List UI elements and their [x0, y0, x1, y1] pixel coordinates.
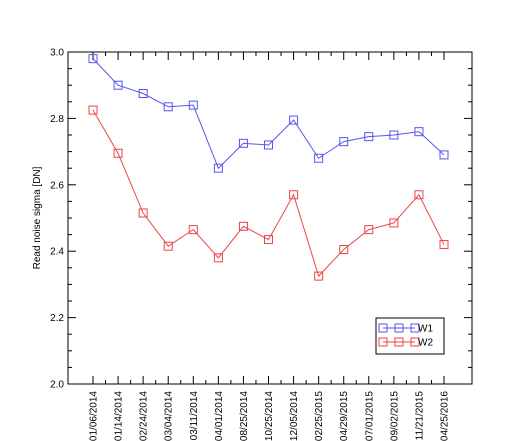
data-point-w1 — [113, 80, 123, 90]
x-tick-label: 10/25/2014 — [264, 391, 275, 441]
data-point-w2 — [439, 240, 449, 250]
series-line-w1 — [92, 58, 445, 170]
legend-marker-w1 — [378, 323, 388, 333]
data-point-w2 — [238, 221, 248, 231]
x-tick-label: 03/11/2014 — [189, 391, 200, 441]
x-tick-label: 08/25/2014 — [239, 391, 250, 441]
data-point-w1 — [188, 100, 198, 110]
x-tick-label: 09/02/2015 — [389, 391, 400, 441]
data-point-w2 — [188, 225, 198, 235]
data-point-w2 — [314, 271, 324, 281]
data-point-w1 — [163, 102, 173, 112]
x-tick-label: 04/01/2014 — [214, 391, 225, 441]
data-point-w1 — [213, 163, 223, 173]
x-tick-label: 01/06/2014 — [89, 391, 100, 441]
x-tick-label: 11/21/2015 — [414, 391, 425, 441]
data-point-w1 — [88, 54, 98, 64]
x-tick-label: 02/24/2014 — [139, 391, 150, 441]
data-point-w1 — [389, 130, 399, 140]
data-point-w1 — [339, 137, 349, 147]
data-point-w1 — [238, 138, 248, 148]
x-tick-label: 04/25/2016 — [440, 391, 451, 441]
data-point-w2 — [213, 253, 223, 263]
data-point-w2 — [364, 225, 374, 235]
data-point-w1 — [264, 140, 273, 150]
data-point-w2 — [339, 245, 349, 255]
x-tick-label: 01/14/2014 — [114, 391, 125, 441]
data-point-w2 — [138, 208, 148, 218]
y-tick-label: 2.2 — [50, 313, 64, 324]
legend-marker-w2 — [410, 337, 420, 347]
data-point-w2 — [389, 218, 399, 228]
data-point-w1 — [364, 132, 374, 142]
x-tick-label: 03/04/2014 — [164, 391, 175, 441]
y-tick-label: 2.0 — [50, 380, 64, 391]
data-point-w1 — [138, 89, 148, 98]
data-point-w2 — [264, 235, 273, 245]
y-tick-label: 2.4 — [50, 247, 64, 258]
x-tick-label: 12/05/2014 — [289, 391, 300, 441]
y-tick-label: 3.0 — [50, 48, 64, 59]
legend-label-w2: W2 — [418, 338, 433, 349]
data-point-w1 — [314, 153, 324, 163]
legend-marker-w1 — [410, 323, 420, 333]
data-point-w2 — [163, 241, 173, 251]
y-axis-title: Read noise sigma [DN] — [32, 166, 43, 269]
data-point-w2 — [88, 105, 98, 115]
y-tick-label: 2.6 — [50, 180, 64, 191]
series-line-w2 — [92, 109, 445, 278]
y-tick-label: 2.8 — [50, 114, 64, 125]
data-point-w2 — [113, 148, 123, 158]
data-point-w2 — [289, 190, 299, 200]
y-axis: 2.0 2.2 2.4 2.6 2.8 3.0 — [50, 48, 472, 391]
x-tick-label: 07/01/2015 — [364, 391, 375, 441]
data-point-w1 — [414, 127, 424, 137]
data-point-w1 — [289, 115, 299, 125]
legend-marker-w1 — [394, 323, 404, 333]
legend-label-w1: W1 — [418, 324, 433, 335]
legend-marker-w2 — [378, 337, 388, 347]
x-axis: 01/06/2014 01/14/2014 02/24/2014 03/04/2014… — [89, 52, 451, 441]
legend-marker-w2 — [394, 337, 404, 347]
x-tick-label: 04/29/2015 — [339, 391, 350, 441]
legend-box — [375, 317, 445, 355]
data-point-w2 — [414, 190, 424, 200]
x-tick-label: 02/25/2015 — [314, 391, 325, 441]
data-point-w1 — [439, 150, 449, 160]
series-layer — [88, 54, 449, 281]
